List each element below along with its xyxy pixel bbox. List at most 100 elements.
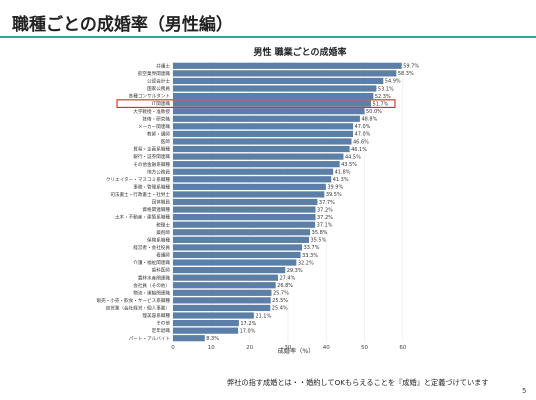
category-label: 貿易・企画系職種 xyxy=(133,146,170,153)
value-label: 29.3% xyxy=(287,268,303,274)
value-label: 35.5% xyxy=(310,238,326,244)
bar xyxy=(173,198,318,206)
bar xyxy=(173,312,254,319)
value-label: 54.9% xyxy=(385,79,401,85)
value-label: 17.0% xyxy=(240,328,256,334)
value-label: 35.8% xyxy=(312,230,328,236)
value-label: 41.3% xyxy=(333,177,349,183)
bar xyxy=(173,176,332,183)
category-label: 農林水産関連職 xyxy=(138,274,171,281)
bar xyxy=(173,327,239,334)
category-label: 薬剤師 xyxy=(156,229,170,236)
bar xyxy=(173,206,316,213)
category-label: 物流・運輸関連職 xyxy=(133,289,170,296)
category-label: 医師 xyxy=(161,138,171,145)
bar xyxy=(173,145,350,153)
category-label: 介護・福祉関連職 xyxy=(133,259,170,266)
value-label: 41.8% xyxy=(335,170,351,176)
bar xyxy=(173,335,205,342)
bar xyxy=(173,297,271,304)
bar xyxy=(173,191,325,198)
category-label: 土木・不動産・建築系職種 xyxy=(115,214,171,221)
bar xyxy=(173,168,334,175)
value-label: 26.8% xyxy=(277,283,293,289)
category-label: その他金融系職種 xyxy=(133,161,170,168)
category-label: 歯科医師 xyxy=(152,267,171,274)
bar xyxy=(173,319,239,327)
x-tick-label: 50 xyxy=(361,345,368,351)
bar xyxy=(173,130,354,137)
value-label: 37.7% xyxy=(319,200,335,206)
footnote: 弊社の指す成婚とは・・婚約してOKもらえることを『成婚』と定義づけています xyxy=(227,378,489,387)
x-tick-label: 20 xyxy=(246,345,253,351)
chart-bars xyxy=(116,62,402,342)
value-label: 47.0% xyxy=(355,132,371,138)
value-label: 37.2% xyxy=(317,207,333,213)
bar xyxy=(173,100,372,107)
category-label: 国家公務員 xyxy=(147,85,170,92)
value-label: 33.7% xyxy=(304,245,320,251)
bar xyxy=(173,85,377,92)
bar xyxy=(173,77,384,85)
x-tick-label: 10 xyxy=(208,345,215,351)
category-label: 自営業（会社経営・個人事業） xyxy=(106,305,170,312)
x-axis-label: 成婚率（%） xyxy=(278,347,315,355)
category-label: パート・アルバイト xyxy=(129,336,170,342)
chart-category-labels: 弁護士航空業界関連職公認会計士国家公務員各種コンサルタントIT関連職大学教授・准… xyxy=(96,62,170,341)
category-label: 大学教授・准教授 xyxy=(133,108,170,115)
occupation-marriage-rate-chart: 男性 職業ごとの成婚率 弁護士航空業界関連職公認会計士国家公務員各種コンサルタン… xyxy=(96,46,419,355)
page-number: 5 xyxy=(522,387,527,395)
x-tick-label: 0 xyxy=(171,345,175,351)
bar xyxy=(173,183,326,190)
value-label: 58.3% xyxy=(398,71,414,77)
category-label: 技術・研究職 xyxy=(142,115,170,122)
value-label: 25.7% xyxy=(273,291,289,297)
title-divider xyxy=(0,36,536,38)
bar xyxy=(173,108,365,115)
value-label: 17.2% xyxy=(240,321,256,327)
x-tick-label: 30 xyxy=(284,345,291,351)
value-label: 27.4% xyxy=(279,275,295,281)
category-label: 税理士 xyxy=(156,221,170,228)
value-label: 53.1% xyxy=(378,86,394,92)
category-label: 保険系職種 xyxy=(147,236,170,243)
bar xyxy=(173,115,360,122)
value-label: 44.5% xyxy=(345,154,361,160)
category-label: 理美容系職種 xyxy=(142,312,170,319)
value-label: 46.6% xyxy=(353,139,369,145)
slide-title: 職種ごとの成婚率（男性編） xyxy=(12,15,233,35)
bar xyxy=(173,62,402,69)
category-label: 看護師 xyxy=(156,252,170,259)
category-label: 地方公務員 xyxy=(147,168,170,175)
value-label: 59.7% xyxy=(403,64,419,70)
bar xyxy=(173,123,354,130)
value-label: 21.1% xyxy=(255,313,271,319)
value-label: 25.4% xyxy=(272,306,288,312)
bar xyxy=(173,92,374,100)
value-label: 51.7% xyxy=(373,101,389,107)
x-tick-label: 60 xyxy=(399,345,406,351)
category-label: 定年退職 xyxy=(152,327,171,334)
chart-value-labels: 59.7%58.3% 54.9%53.1% 52.3%51.7% 50.0% 48.8%… xyxy=(206,64,419,342)
bar xyxy=(173,267,286,274)
chart-x-axis-ticks: 0 10 20 30 40 50 60 xyxy=(171,345,407,351)
category-label: 各種コンサルタント xyxy=(129,93,170,100)
bar xyxy=(173,229,311,236)
highlight-box xyxy=(116,99,396,108)
value-label: 39.9% xyxy=(327,185,343,191)
value-label: 46.1% xyxy=(351,147,367,153)
category-label: メーカー関連職 xyxy=(138,123,171,130)
value-label: 37.1% xyxy=(317,223,333,229)
value-label: 33.3% xyxy=(302,253,318,259)
bar xyxy=(173,236,309,243)
bar xyxy=(173,161,340,168)
category-label: 会社員（その他） xyxy=(133,282,170,289)
category-label: 事務・管理系職種 xyxy=(133,183,170,190)
bar xyxy=(173,138,352,145)
bar xyxy=(173,70,397,77)
bar xyxy=(173,259,297,266)
bar xyxy=(173,289,272,296)
category-label: 団体職員 xyxy=(152,199,171,206)
bar xyxy=(173,153,344,160)
value-label: 52.3% xyxy=(375,94,391,100)
